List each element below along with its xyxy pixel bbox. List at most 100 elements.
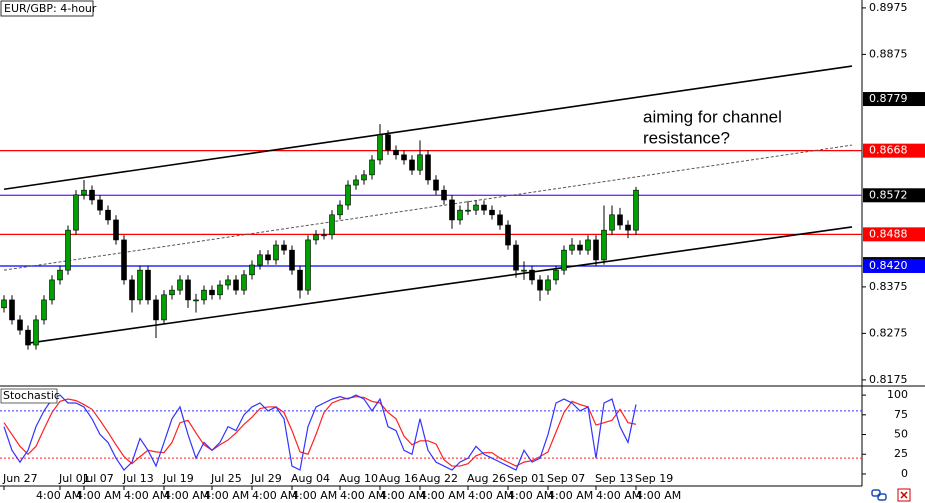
time-label: 4:00 AM: [508, 489, 553, 502]
candle-body: [393, 149, 399, 156]
price-label-box: [863, 227, 925, 242]
trendline: [3, 144, 853, 271]
candle-body: [33, 319, 39, 346]
time-label: 4:00 AM: [468, 489, 513, 502]
link-icon[interactable]: [871, 489, 881, 497]
y-tick-label: 0.8975: [869, 1, 908, 14]
candle-body: [417, 154, 423, 171]
candle-body: [97, 199, 103, 211]
time-label: 4:00 AM: [420, 489, 465, 502]
candle-body: [57, 269, 63, 281]
candle-body: [9, 299, 15, 321]
price-label: 0.8572: [869, 188, 908, 201]
candle-body: [449, 199, 455, 221]
trendline: [3, 65, 853, 191]
chart-title: EUR/GBP: 4-hour: [4, 2, 97, 15]
link-icon-part: [877, 493, 887, 501]
candle-body: [361, 174, 367, 181]
candle-body: [385, 134, 391, 151]
candle-body: [65, 229, 71, 271]
candle-body: [313, 234, 319, 241]
price-label: 0.8420: [869, 259, 908, 272]
candle-body: [17, 319, 23, 331]
time-label: 4:00 AM: [252, 489, 297, 502]
candle-body: [265, 254, 271, 261]
candle-body: [41, 299, 47, 321]
y-tick-label: 75: [894, 408, 908, 421]
price-label-box: [863, 92, 925, 107]
candle-body: [129, 279, 135, 301]
candle-body: [89, 189, 95, 201]
candle-body: [497, 214, 503, 226]
candle-body: [625, 224, 631, 231]
candle-body: [209, 289, 215, 296]
candle-body: [633, 189, 639, 231]
candle-body: [137, 269, 143, 301]
candle-body: [489, 209, 495, 216]
x-tick-label: Aug 10: [339, 472, 378, 485]
candle-body: [25, 329, 31, 346]
time-label: 4:00 AM: [36, 489, 81, 502]
candle-body: [73, 194, 79, 231]
candle-body: [345, 184, 351, 206]
time-label: 4:00 AM: [204, 489, 249, 502]
candle-body: [233, 279, 239, 291]
time-label: 4:00 AM: [164, 489, 209, 502]
title-box: [0, 0, 94, 17]
candle-body: [569, 244, 575, 251]
price-label: 0.8779: [869, 92, 908, 105]
candle-body: [297, 269, 303, 291]
candle-body: [201, 289, 207, 301]
candle-body: [169, 289, 175, 296]
candle-body: [113, 219, 119, 241]
x-tick-label: Aug 26: [467, 472, 506, 485]
y-tick-label: 25: [894, 447, 908, 460]
x-tick-label: Sep 13: [595, 472, 633, 485]
candle-body: [153, 299, 159, 321]
candle-body: [545, 279, 551, 291]
candle-body: [177, 279, 183, 291]
close-cross: [900, 491, 908, 499]
annotation: resistance?: [643, 128, 730, 147]
candle-body: [281, 244, 287, 251]
candle-body: [553, 269, 559, 281]
price-label-box: [863, 258, 925, 273]
candle-body: [529, 269, 535, 281]
candle-body: [473, 204, 479, 211]
candle-body: [537, 279, 543, 291]
x-tick-label: Jul 29: [250, 472, 282, 485]
candle-body: [481, 204, 487, 211]
x-tick-label: Sep 07: [547, 472, 585, 485]
stochastic-line: [3, 394, 637, 471]
candle-body: [353, 179, 359, 186]
candle-body: [585, 239, 591, 251]
candle-body: [161, 294, 167, 321]
candle-body: [145, 269, 151, 301]
candle-body: [457, 209, 463, 221]
y-tick-label: 0: [901, 467, 908, 480]
time-label: 4:00 AM: [596, 489, 641, 502]
time-label: 4:00 AM: [380, 489, 425, 502]
x-tick-label: Jul 19: [162, 472, 194, 485]
candle-body: [593, 239, 599, 261]
candle-body: [401, 154, 407, 161]
x-tick-label: Aug 16: [379, 472, 418, 485]
candle-body: [273, 244, 279, 261]
candle-body: [257, 254, 263, 266]
candle-body: [329, 214, 335, 236]
panel-title: Stochastic: [3, 389, 60, 402]
candle-body: [249, 264, 255, 276]
title-box: [0, 388, 58, 404]
candle-body: [513, 244, 519, 271]
y-tick-label: 50: [894, 428, 908, 441]
candle-body: [377, 134, 383, 161]
time-label: 4:00 AM: [124, 489, 169, 502]
toolbar-icons[interactable]: [871, 488, 911, 502]
time-label: 4:00 AM: [76, 489, 121, 502]
x-tick-label: Sep 01: [507, 472, 545, 485]
candle-body: [577, 244, 583, 251]
y-tick-label: 0.8175: [869, 373, 908, 386]
price-label-box: [863, 143, 925, 158]
candle-body: [433, 179, 439, 191]
